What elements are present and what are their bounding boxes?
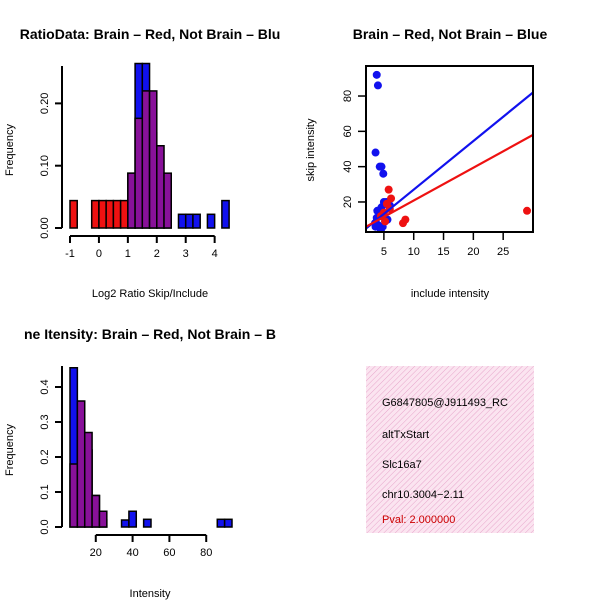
intensity-histogram-x-tick-label: 60: [163, 547, 175, 559]
scatter-fit-line-notbrain: [366, 91, 533, 230]
ratio-histogram-x-tick-label: -1: [65, 248, 75, 260]
ratio-histogram-bar-notbrain: [184, 213, 194, 229]
intensity-histogram-y-tick-label: 0.1: [39, 484, 51, 499]
ratio-histogram-bar-brain: [105, 199, 115, 229]
scatter-x-tick-label: 20: [467, 246, 479, 258]
ratio-histogram-bar-notbrain: [192, 213, 201, 229]
ratio-histogram-bar-notbrain: [206, 213, 216, 229]
intensity-histogram-x-tick-label: 20: [90, 547, 102, 559]
info-gene-symbol: Slc16a7: [382, 459, 422, 471]
ratio-histogram-bar-brain: [69, 199, 78, 229]
scatter-point-notbrain: [373, 81, 382, 90]
scatter-ylabel: skip intensity: [305, 118, 317, 181]
scatter-fit-line-brain: [366, 133, 533, 228]
ratio-histogram-bar-brain: [112, 199, 122, 229]
ratio-histogram-bar-brain: [163, 172, 172, 229]
scatter-point-notbrain: [372, 70, 381, 79]
ratio-histogram-bar-brain: [119, 199, 129, 229]
ratio-histogram-bar-brain: [98, 199, 107, 229]
ratio-histogram-y-tick-label: 0.10: [39, 155, 51, 176]
scatter-xlabel: include intensity: [411, 288, 490, 300]
intensity-histogram-ylabel: Frequency: [4, 424, 16, 476]
intensity-histogram-y-tick-label: 0.4: [39, 379, 51, 394]
intensity-histogram-bar-brain: [69, 463, 79, 528]
info-location: chr10.3004−2.11: [382, 489, 464, 501]
ratio-histogram-bar-brain: [134, 117, 144, 229]
intensity-histogram-y-tick-label: 0.0: [39, 519, 51, 534]
ratio-histogram-x-tick-label: 3: [183, 248, 189, 260]
intensity-histogram-bar-notbrain: [120, 519, 130, 528]
info-probe-id: G6847805@J911493_RC: [382, 397, 508, 409]
intensity-histogram-bar-brain: [98, 510, 108, 528]
intensity-histogram-bar-notbrain: [216, 518, 226, 528]
intensity-histogram-bar-notbrain: [142, 518, 152, 528]
intensity-histogram-y-tick-label: 0.3: [39, 414, 51, 429]
info-pval: Pval: 2.000000: [382, 514, 455, 526]
intensity-histogram-bar-notbrain: [223, 518, 233, 528]
ratio-histogram-x-tick-label: 0: [96, 248, 102, 260]
scatter-x-tick-label: 15: [437, 246, 449, 258]
scatter-y-tick-label: 80: [342, 90, 354, 102]
ratio-histogram-bar-brain: [127, 172, 136, 229]
scatter-x-tick-label: 5: [381, 246, 387, 258]
scatter-point-notbrain: [379, 169, 388, 178]
scatter-title: Brain – Red, Not Brain – Blue: [353, 26, 548, 42]
scatter-point-notbrain: [376, 226, 385, 232]
ratio-histogram-ylabel: Frequency: [4, 124, 16, 176]
scatter-point-brain: [523, 206, 532, 215]
ratio-histogram-bar-notbrain: [177, 213, 187, 229]
scatter-point-brain: [381, 217, 390, 226]
intensity-scatter: Brain – Red, Not Brain – Blue 5 10 15 20 25 2…: [305, 26, 547, 300]
intensity-histogram-x-tick-label: 80: [200, 547, 212, 559]
scatter-x-tick-label: 25: [497, 246, 509, 258]
intensity-histogram-bar-brain: [76, 400, 86, 528]
scatter-y-tick-label: 40: [342, 161, 354, 173]
intensity-histogram-y-tick-label: 0.2: [39, 449, 51, 464]
ratio-histogram-x-tick-label: 1: [125, 248, 131, 260]
ratio-histogram-x-tick-label: 4: [212, 248, 218, 260]
ratio-histogram-y-tick-label: 0.20: [39, 93, 51, 114]
info-event-type: altTxStart: [382, 429, 429, 441]
ratio-histogram-bar-notbrain: [221, 199, 230, 229]
intensity-histogram-bar-notbrain: [128, 510, 138, 528]
scatter-point-brain: [401, 215, 410, 224]
scatter-point-notbrain: [377, 162, 386, 171]
ratio-histogram-xlabel: Log2 Ratio Skip/Include: [92, 288, 208, 300]
intensity-histogram-title: ne Itensity: Brain – Red, Not Brain – B: [24, 326, 276, 342]
scatter-frame: [365, 65, 534, 233]
ratio-histogram-bar-brain: [141, 90, 151, 229]
scatter-x-tick-label: 10: [408, 246, 420, 258]
scatter-y-tick-label: 60: [342, 125, 354, 137]
ratio-histogram-bar-brain: [148, 90, 158, 229]
intensity-histogram-xlabel: Intensity: [130, 588, 171, 600]
intensity-histogram: ne Itensity: Brain – Red, Not Brain – B …: [4, 326, 276, 600]
ratio-histogram-y-tick-label: 0.00: [39, 217, 51, 238]
scatter-point-notbrain: [371, 148, 380, 157]
info-panel: G6847805@J911493_RC altTxStart Slc16a7 c…: [366, 366, 534, 533]
ratio-histogram-bar-brain: [90, 199, 100, 229]
ratio-histogram-bar-brain: [156, 145, 165, 229]
scatter-point-brain: [384, 185, 393, 194]
intensity-histogram-x-tick-label: 40: [126, 547, 138, 559]
ratio-histogram-title: RatioData: Brain – Red, Not Brain – Blu: [20, 26, 281, 42]
intensity-histogram-bar-brain: [83, 431, 93, 528]
info-panel-background: [366, 366, 534, 533]
intensity-histogram-bar-brain: [91, 494, 101, 528]
ratio-histogram-x-tick-label: 2: [154, 248, 160, 260]
ratio-histogram: RatioData: Brain – Red, Not Brain – Blu …: [4, 26, 280, 300]
scatter-y-tick-label: 20: [342, 196, 354, 208]
